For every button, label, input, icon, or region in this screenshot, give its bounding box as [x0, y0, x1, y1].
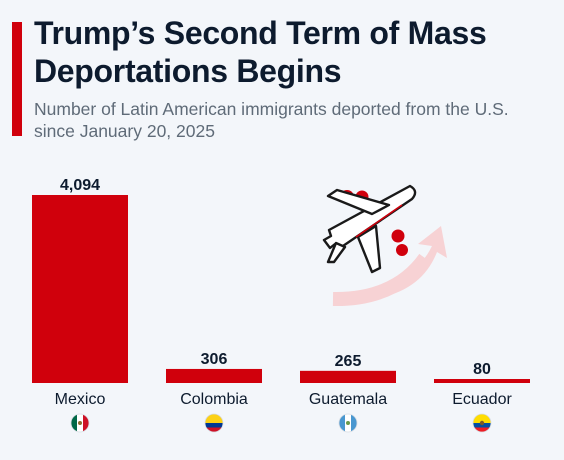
airplane-icon	[322, 184, 417, 274]
colombia-flag-icon-ring	[204, 413, 224, 433]
guatemala-flag-icon	[339, 414, 357, 432]
data-label: 265	[335, 353, 362, 370]
airplane-with-passengers-icon	[322, 184, 447, 307]
guatemala-flag-icon-ring	[338, 413, 358, 433]
title-accent-bar	[12, 22, 22, 136]
airplane-stripe	[355, 204, 403, 238]
mexico-flag-icon	[71, 414, 89, 432]
category-label: Ecuador	[452, 391, 512, 408]
chart-subtitle: Number of Latin American immigrants depo…	[34, 99, 509, 141]
category-label: Mexico	[55, 391, 106, 408]
curved-arrow-body	[332, 253, 431, 307]
data-label: 4,094	[60, 177, 100, 194]
bar-ecuador	[434, 379, 530, 383]
bar-guatemala	[300, 370, 396, 383]
passenger-head-icon	[396, 244, 408, 256]
bar-colombia	[166, 368, 262, 383]
ecuador-flag-icon	[473, 414, 491, 432]
category-label: Colombia	[180, 391, 248, 408]
category-label: Guatemala	[309, 391, 387, 408]
data-label: 306	[201, 351, 228, 368]
colombia-flag-icon	[205, 414, 223, 432]
bars-group: 4,094 Mexico 306 Colombia 265 Guatemala 80 Ecua…	[32, 177, 530, 433]
bar-mexico	[32, 195, 128, 383]
data-label: 80	[473, 361, 491, 378]
chart-title: Trump’s Second Term of Mass Deportations…	[34, 15, 487, 89]
ecuador-flag-icon-ring	[472, 413, 492, 433]
passenger-head-icon	[391, 229, 405, 243]
mexico-flag-icon-ring	[70, 413, 90, 433]
